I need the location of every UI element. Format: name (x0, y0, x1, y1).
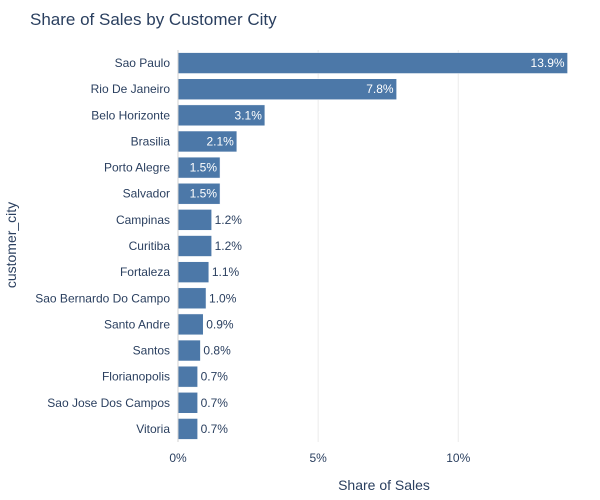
data-label: 0.9% (206, 317, 234, 331)
data-label: 1.1% (212, 265, 240, 279)
y-axis-title: customer_city (3, 202, 19, 288)
y-tick-label: Sao Bernardo Do Campo (35, 291, 170, 305)
data-label: 1.5% (190, 161, 218, 175)
data-label: 2.1% (206, 134, 234, 148)
y-tick-label: Rio De Janeiro (91, 82, 171, 96)
data-label: 3.1% (235, 108, 263, 122)
bar (177, 339, 201, 362)
gridlines (317, 50, 459, 442)
bar (177, 209, 212, 231)
y-tick-label: Florianopolis (102, 370, 170, 384)
bar (177, 365, 198, 388)
data-label: 0.7% (201, 370, 229, 384)
bars (177, 52, 568, 440)
data-label: 0.7% (201, 396, 229, 410)
x-tick-label: 0% (169, 451, 187, 465)
data-label: 0.7% (201, 422, 229, 436)
bar (177, 235, 212, 257)
bar (177, 78, 397, 100)
data-label: 13.9% (531, 56, 565, 70)
chart-title: Share of Sales by Customer City (30, 10, 277, 29)
y-tick-labels: Sao Paulo Rio De Janeiro Belo Horizonte Bra… (35, 56, 170, 436)
y-tick-label: Porto Alegre (104, 161, 170, 175)
bar (177, 392, 198, 414)
bar (177, 261, 210, 283)
y-tick-label: Santos (133, 344, 170, 358)
data-label: 0.8% (203, 344, 231, 358)
y-tick-label: Salvador (123, 187, 170, 201)
y-tick-label: Santo Andre (104, 317, 170, 331)
x-axis-title: Share of Sales (338, 477, 430, 493)
data-label: 7.8% (366, 82, 394, 96)
x-tick-labels: 0% 5% 10% (169, 451, 470, 465)
bar (177, 418, 198, 440)
bar (177, 313, 204, 336)
y-tick-label: Sao Paulo (115, 56, 171, 70)
y-tick-label: Belo Horizonte (91, 108, 170, 122)
x-tick-label: 5% (309, 451, 327, 465)
data-label: 1.2% (215, 239, 243, 253)
data-label: 1.0% (209, 291, 237, 305)
data-label: 1.5% (190, 187, 218, 201)
y-tick-label: Vitoria (136, 422, 170, 436)
data-labels: 13.9% 7.8% 3.1%2.1% 1.5% 1.5% 1.2% 1.2% 1.1% 1.0… (190, 56, 565, 436)
y-tick-label: Sao Jose Dos Campos (47, 396, 170, 410)
y-tick-label: Curitiba (129, 239, 171, 253)
bar (177, 52, 568, 74)
y-tick-label: Fortaleza (120, 265, 170, 279)
x-tick-label: 10% (446, 451, 470, 465)
bar (177, 287, 207, 309)
data-label: 1.2% (215, 213, 243, 227)
y-tick-label: Campinas (116, 213, 170, 227)
y-tick-label: Brasilia (131, 134, 171, 148)
